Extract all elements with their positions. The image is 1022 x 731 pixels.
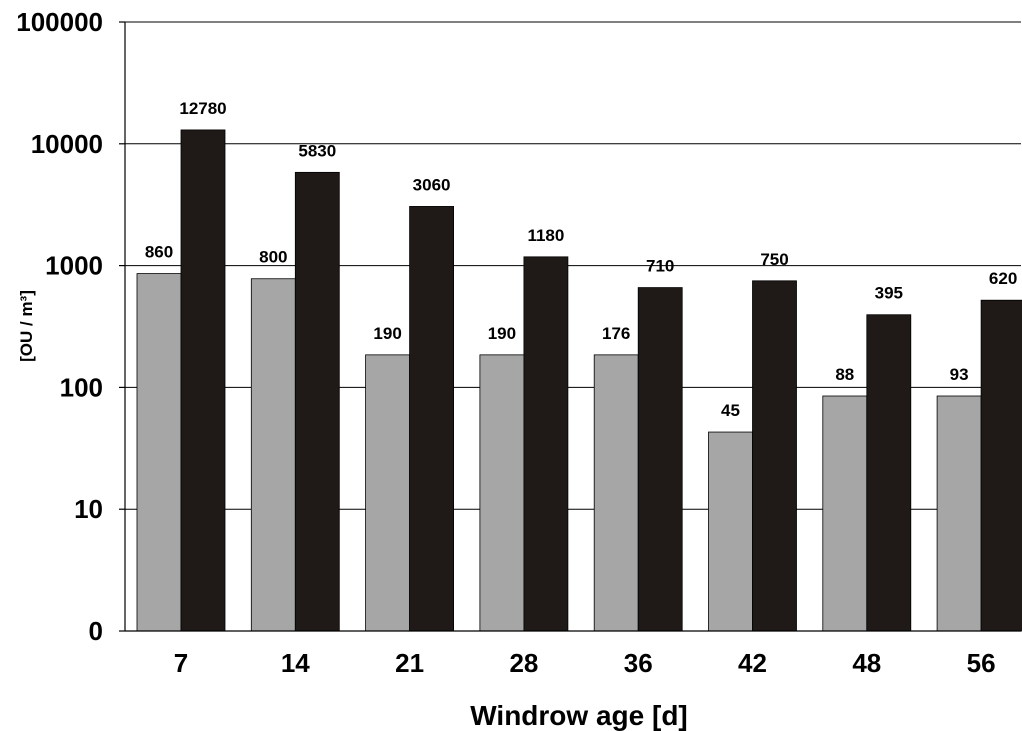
- x-tick-label: 14: [281, 648, 310, 678]
- bar: [250, 278, 296, 632]
- bar: [523, 256, 569, 632]
- x-tick-label: 48: [852, 648, 881, 678]
- data-label: 710: [646, 257, 674, 276]
- data-label: 88: [835, 365, 854, 384]
- data-label: 750: [760, 250, 788, 269]
- x-tick-label: 7: [174, 648, 188, 678]
- bar: [180, 129, 226, 632]
- bar: [822, 395, 868, 632]
- bar: [866, 314, 912, 632]
- axes: [119, 21, 1021, 632]
- y-tick-labels: 0 10 100 1000 10000 100000: [16, 7, 103, 646]
- y-tick-label: 100: [60, 372, 103, 402]
- y-tick-label: 100000: [16, 7, 103, 37]
- x-tick-labels: 7 14 21 28 36 42 48 56: [174, 648, 996, 678]
- y-tick-label: 1000: [45, 251, 103, 281]
- x-tick-label: 28: [509, 648, 538, 678]
- data-label: 176: [602, 324, 630, 343]
- bar: [980, 299, 1022, 632]
- bar: [637, 287, 683, 632]
- data-label: 45: [721, 401, 740, 420]
- bar: [409, 206, 455, 632]
- bar: [708, 431, 753, 632]
- data-label: 620: [989, 269, 1017, 288]
- data-label: 800: [259, 248, 287, 267]
- data-label: 5830: [298, 141, 336, 160]
- data-label: 395: [875, 284, 903, 303]
- bar: [294, 171, 340, 632]
- x-tick-label: 21: [395, 648, 424, 678]
- x-tick-label: 42: [738, 648, 767, 678]
- data-labels: 860 12780 800 5830 190 3060 190 1180 176 710 45 750…: [145, 99, 1017, 420]
- x-axis-label: Windrow age [d]: [470, 700, 688, 731]
- data-label: 860: [145, 243, 173, 262]
- bar: [365, 354, 411, 632]
- y-tick-label: 0: [89, 616, 103, 646]
- x-tick-label: 36: [624, 648, 653, 678]
- data-label: 190: [373, 324, 401, 343]
- bar: [136, 273, 182, 632]
- bar: [752, 280, 797, 632]
- data-label: 1180: [527, 226, 564, 245]
- data-label: 3060: [413, 175, 451, 194]
- x-tick-label: 56: [967, 648, 996, 678]
- bars: [136, 129, 1022, 632]
- data-label: 12780: [179, 99, 226, 118]
- y-tick-label: 10: [74, 494, 103, 524]
- bar: [593, 354, 639, 632]
- bar: [936, 395, 982, 632]
- y-tick-label: 10000: [31, 129, 103, 159]
- bar: [479, 354, 525, 632]
- data-label: 190: [488, 324, 516, 343]
- y-axis-label: [OU / m³]: [17, 290, 36, 362]
- data-label: 93: [950, 365, 969, 384]
